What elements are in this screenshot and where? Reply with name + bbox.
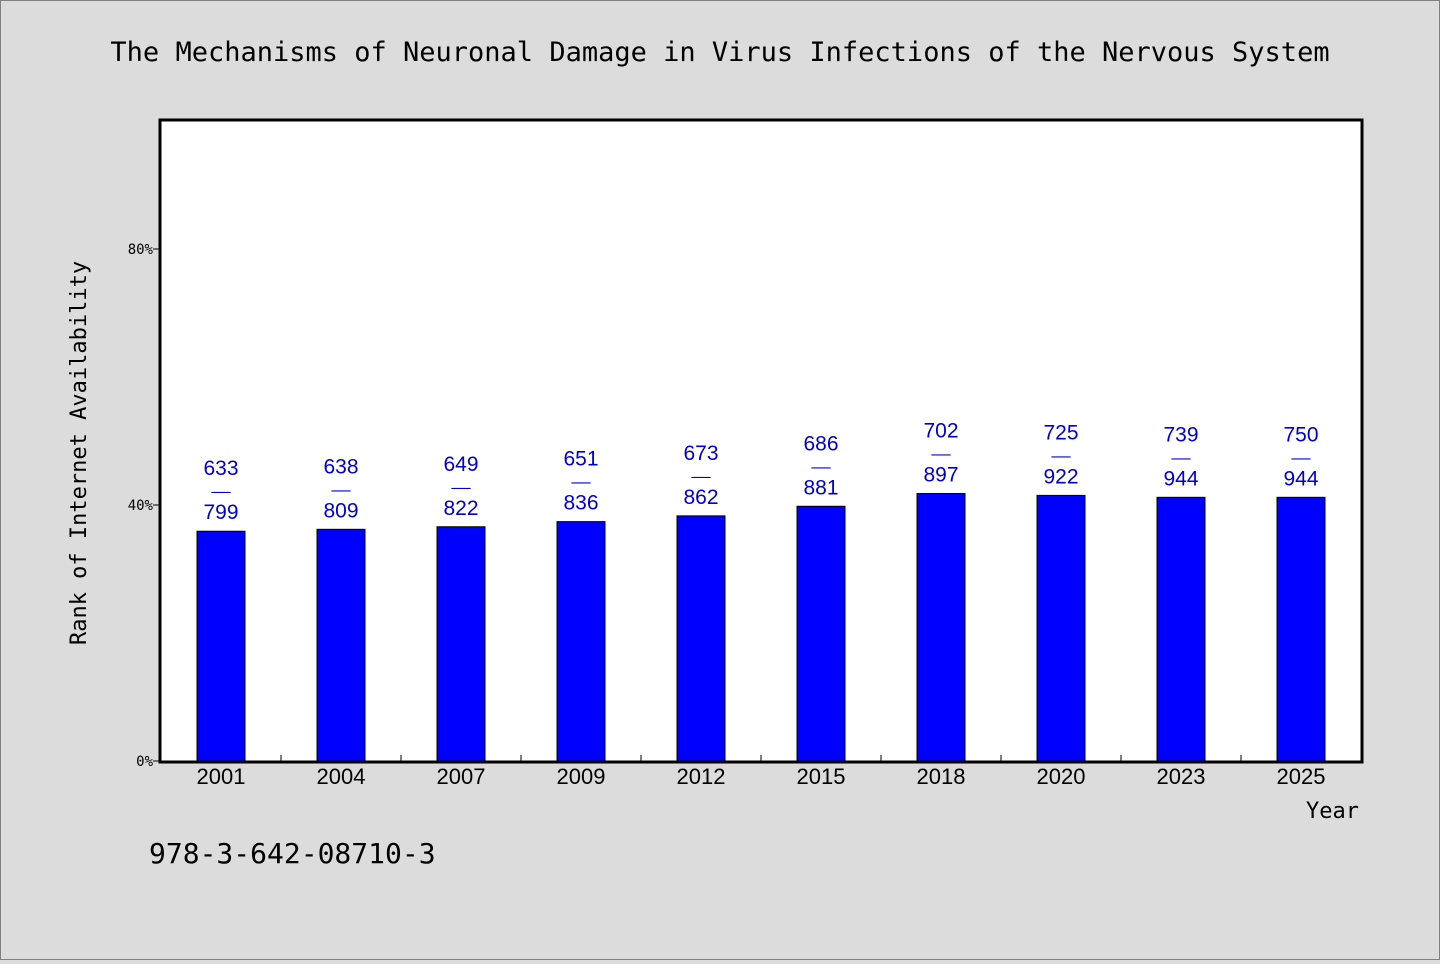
data-label-separator: —— [691, 467, 711, 486]
y-axis-label: Rank of Internet Availability [67, 261, 92, 645]
data-label-separator: —— [1051, 446, 1071, 465]
data-label-separator: —— [211, 482, 231, 501]
bar-2018 [916, 492, 966, 762]
x-tick-label: 2018 [917, 764, 966, 789]
data-label-top: 686 [803, 432, 838, 455]
data-label-top: 649 [443, 453, 478, 476]
data-label-separator: —— [811, 457, 831, 476]
data-label-bottom: 836 [563, 492, 598, 515]
data-label-bottom: 862 [683, 486, 718, 509]
x-axis: 2001 2004 2007 2009 2012 2015 2018 2020 2023 2025 [197, 755, 1326, 789]
chart-title: The Mechanisms of Neuronal Damage in Vir… [110, 37, 1329, 68]
data-label-separator: —— [1291, 448, 1311, 467]
data-label-top: 702 [923, 419, 958, 442]
data-label-bottom: 881 [803, 476, 838, 499]
data-label-bottom: 922 [1043, 465, 1078, 488]
data-label-top: 739 [1163, 423, 1198, 446]
data-label-bottom: 944 [1283, 467, 1318, 490]
bar-2020 [1036, 494, 1086, 762]
bar-2007 [436, 526, 486, 762]
data-label-separator: —— [451, 478, 471, 497]
data-label-top: 651 [563, 448, 598, 471]
x-tick-label: 2004 [317, 764, 366, 789]
x-tick-label: 2001 [197, 764, 246, 789]
x-tick-label: 2009 [557, 764, 606, 789]
data-label-bottom: 944 [1163, 467, 1198, 490]
x-tick-label: 2023 [1157, 764, 1206, 789]
data-label-bottom: 809 [323, 499, 358, 522]
bar-2009 [556, 521, 606, 762]
bar-2001 [196, 530, 246, 762]
y-axis: 0% 40% 80% [128, 242, 161, 770]
y-tick-label: 80% [128, 242, 154, 258]
data-label-separator: —— [571, 473, 591, 492]
data-label-separator: —— [931, 444, 951, 463]
data-label-top: 638 [323, 455, 358, 478]
x-tick-label: 2007 [437, 764, 486, 789]
y-tick-label: 0% [136, 754, 153, 770]
x-tick-label: 2012 [677, 764, 726, 789]
data-label-top: 750 [1283, 423, 1318, 446]
bar-2025 [1276, 496, 1326, 762]
y-tick-label: 40% [128, 498, 154, 514]
data-label-separator: —— [331, 480, 351, 499]
bars: 799——633809——638822——649836——651862——673… [196, 419, 1326, 762]
bar-2012 [676, 515, 726, 762]
data-label-bottom: 822 [443, 497, 478, 520]
bar-2015 [796, 505, 846, 762]
isbn-text: 978-3-642-08710-3 [149, 837, 436, 870]
data-label-top: 633 [203, 457, 238, 480]
x-tick-label: 2020 [1037, 764, 1086, 789]
bar-2004 [316, 528, 366, 762]
x-tick-label: 2025 [1277, 764, 1326, 789]
x-tick-label: 2015 [797, 764, 846, 789]
x-axis-label: Year [1306, 799, 1359, 824]
data-label-bottom: 897 [923, 463, 958, 486]
data-label-separator: —— [1171, 448, 1191, 467]
data-label-top: 673 [683, 442, 718, 465]
bar-2023 [1156, 496, 1206, 762]
data-label-top: 725 [1043, 421, 1078, 444]
data-label-bottom: 799 [203, 501, 238, 524]
